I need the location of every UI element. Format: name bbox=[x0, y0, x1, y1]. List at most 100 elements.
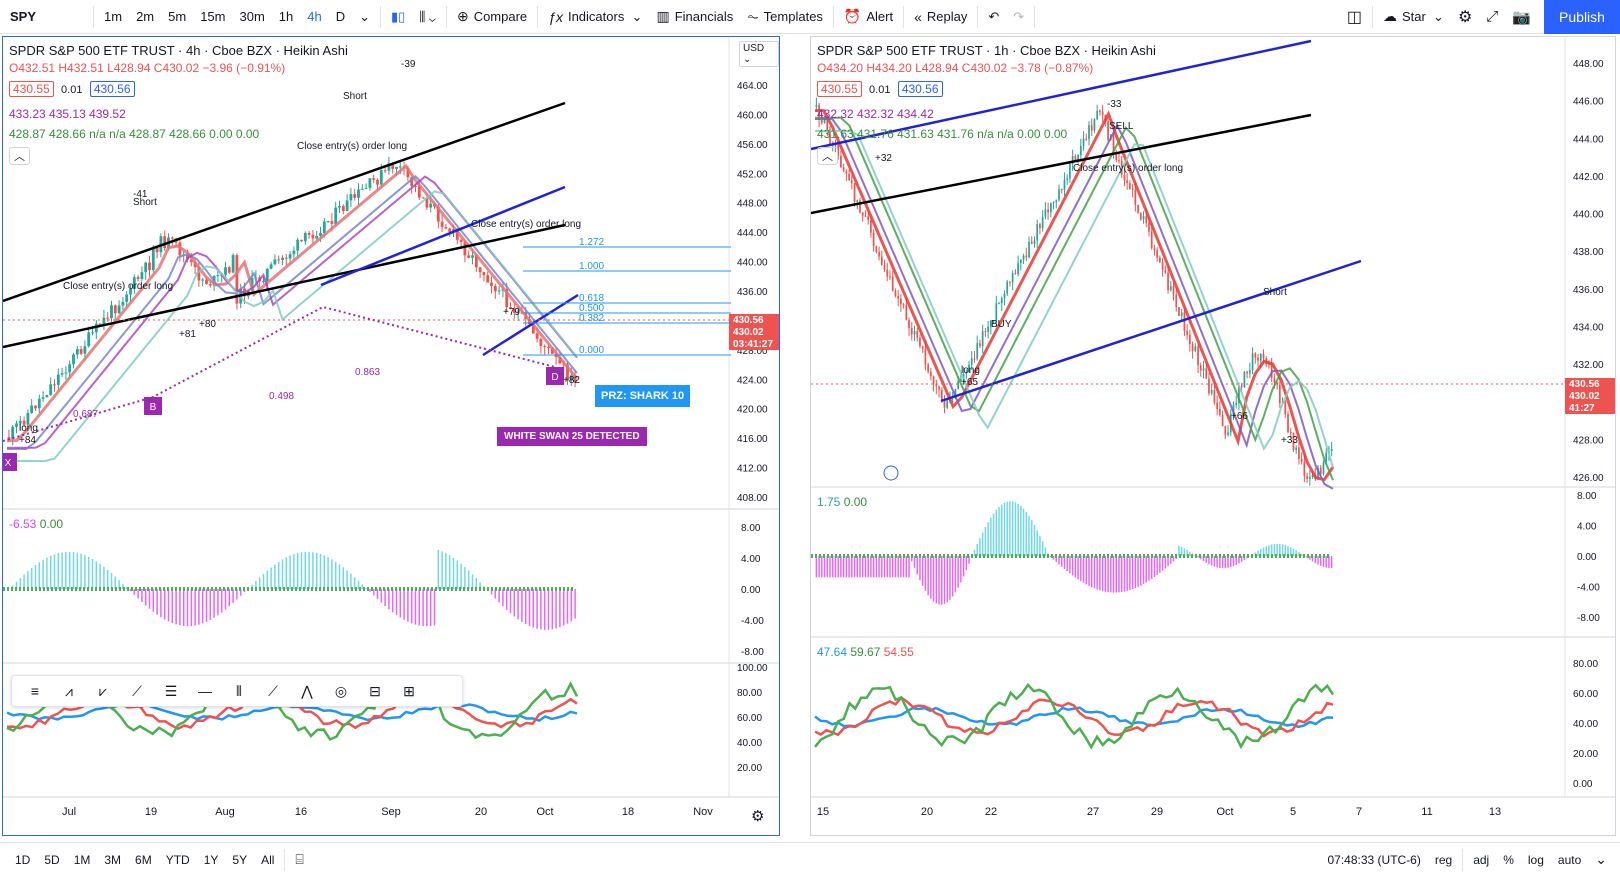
range-6m[interactable]: 6M bbox=[135, 852, 152, 867]
interval-1m[interactable]: 1m bbox=[104, 9, 123, 24]
chart-settings-gear-icon[interactable]: ⚙ bbox=[751, 808, 765, 825]
gann-tool-icon[interactable]: ⊞ bbox=[403, 682, 415, 699]
collapse-legend-chevron-up-icon[interactable]: ︿ bbox=[9, 147, 30, 165]
last-price-tag bbox=[1565, 390, 1615, 402]
camera-icon[interactable]: 📷 bbox=[1512, 8, 1531, 26]
compare-button[interactable]: ⊕ Compare bbox=[450, 0, 534, 34]
candle-body bbox=[425, 198, 429, 208]
candle-body bbox=[864, 215, 867, 217]
bars-pattern-tool-icon[interactable]: ⦀ bbox=[235, 682, 243, 699]
lines-tool-icon[interactable]: ≡ bbox=[30, 683, 40, 699]
bar-style-icon[interactable]: ▮▯ bbox=[391, 8, 406, 24]
left-chart-title[interactable]: SPDR S&P 500 ETF TRUST · 4h · Cboe BZX ·… bbox=[9, 43, 348, 58]
candle-body bbox=[872, 232, 875, 247]
timezone-clock[interactable]: 07:48:33 (UTC-6) bbox=[1327, 852, 1421, 867]
range-5y[interactable]: 5Y bbox=[232, 852, 248, 867]
candle-body bbox=[201, 279, 205, 281]
date-range-calendar-icon[interactable]: ⌸ bbox=[295, 851, 304, 867]
bottom-right-controls: 07:48:33 (UTC-6) reg adj % log auto ⌄ bbox=[1320, 843, 1620, 877]
candle-body bbox=[512, 308, 516, 313]
scroll-to-latest-icon[interactable]: ⌄ bbox=[1595, 851, 1607, 867]
range-1y[interactable]: 1Y bbox=[203, 852, 219, 867]
candle-body bbox=[18, 420, 22, 424]
interval-5m[interactable]: 5m bbox=[168, 9, 187, 24]
log-toggle[interactable]: log bbox=[1527, 852, 1544, 867]
buy-price-badge[interactable]: 430.56 bbox=[897, 81, 943, 97]
templates-button[interactable]: ⏦ Templates bbox=[740, 0, 830, 34]
range-1d[interactable]: 1D bbox=[15, 852, 31, 867]
candle-body bbox=[368, 178, 372, 188]
candle-body bbox=[1251, 353, 1254, 370]
replay-button[interactable]: « Replay bbox=[907, 0, 974, 34]
interval-30m[interactable]: 30m bbox=[239, 9, 265, 24]
range-5d[interactable]: 5D bbox=[44, 852, 60, 867]
redo-icon[interactable]: ↷ bbox=[1013, 8, 1025, 24]
interval-1h[interactable]: 1h bbox=[278, 9, 294, 24]
candle-body bbox=[979, 343, 981, 347]
time-axis-tick: 5 bbox=[1290, 806, 1296, 818]
candle-body bbox=[815, 105, 818, 107]
candle-body bbox=[1197, 346, 1199, 366]
pattern-tool-icon[interactable]: ⋀ bbox=[301, 682, 313, 699]
candle-body bbox=[455, 229, 459, 240]
undo-icon[interactable]: ↶ bbox=[988, 8, 1000, 24]
candle-body bbox=[998, 303, 1000, 305]
candle-body bbox=[1055, 199, 1058, 202]
right-chart-title[interactable]: SPDR S&P 500 ETF TRUST · 1h · Cboe BZX ·… bbox=[817, 43, 1156, 58]
alert-button[interactable]: ⏰ Alert bbox=[837, 0, 900, 34]
candle-body bbox=[357, 189, 360, 198]
buy-price-badge[interactable]: 430.56 bbox=[89, 81, 135, 97]
indicators-button[interactable]: ƒx Indicators ⌄ bbox=[548, 8, 643, 25]
fib-tool-icon[interactable]: ☰ bbox=[164, 682, 178, 699]
candle-body bbox=[1191, 344, 1194, 351]
fib-level-label: 1.000 bbox=[579, 261, 604, 272]
candle-body bbox=[467, 255, 471, 258]
collapse-legend-chevron-up-icon[interactable]: ︿ bbox=[817, 147, 838, 165]
projection-tool-icon[interactable]: ⊟ bbox=[369, 682, 381, 699]
horizontal-line-tool-icon[interactable]: ― bbox=[198, 683, 212, 699]
financials-button[interactable]: ▥ Financials bbox=[649, 0, 740, 34]
ray-tool-icon[interactable]: ⟋ bbox=[268, 682, 278, 699]
interval-d[interactable]: D bbox=[335, 9, 346, 24]
left-chart-canvas[interactable]: 464.00 460.00 456.00 452.00 448.00 444.00 440.… bbox=[3, 37, 780, 836]
interval-4h[interactable]: 4h bbox=[307, 9, 322, 24]
candle-body bbox=[1129, 182, 1131, 189]
candle-body bbox=[867, 216, 870, 221]
right-chart-panel[interactable]: 448.00 446.00 444.00 442.00 440.00 438.00 436.… bbox=[810, 36, 1616, 836]
range-1m[interactable]: 1M bbox=[73, 852, 91, 867]
sell-price-badge[interactable]: 430.55 bbox=[817, 81, 862, 97]
interval-2m[interactable]: 2m bbox=[136, 9, 155, 24]
right-chart-canvas[interactable]: 448.00 446.00 444.00 442.00 440.00 438.00 436.… bbox=[811, 37, 1616, 836]
auto-toggle[interactable]: auto bbox=[1557, 852, 1582, 867]
session-reg-toggle[interactable]: reg bbox=[1434, 852, 1453, 867]
candle-body bbox=[1186, 330, 1189, 335]
interval-15m[interactable]: 15m bbox=[200, 9, 226, 24]
fib-spiral-tool-icon[interactable]: ◎ bbox=[334, 682, 348, 699]
candle-body bbox=[493, 286, 497, 292]
percent-toggle[interactable]: % bbox=[1503, 852, 1514, 867]
prz-shark-label: PRZ: SHARK 10 bbox=[595, 385, 691, 407]
publish-button[interactable]: Publish bbox=[1544, 0, 1620, 34]
candle-style-icon[interactable]: ⫼ ⌄ bbox=[419, 8, 436, 24]
fullscreen-icon[interactable]: ⤢ bbox=[1486, 8, 1499, 25]
adj-toggle[interactable]: adj bbox=[1473, 852, 1490, 867]
candle-body bbox=[845, 171, 848, 174]
left-chart-panel[interactable]: 464.00 460.00 456.00 452.00 448.00 444.00 440.… bbox=[2, 36, 780, 836]
currency-selector[interactable]: USD ⌄ bbox=[739, 41, 779, 67]
candle-body bbox=[227, 267, 231, 273]
range-ytd[interactable]: YTD bbox=[165, 852, 190, 867]
price-axis-tick: 436.00 bbox=[1573, 285, 1604, 296]
range-all[interactable]: All bbox=[261, 852, 275, 867]
rsi-axis-tick: 20.00 bbox=[1573, 749, 1598, 760]
settings-gear-icon[interactable]: ⚙ bbox=[1457, 8, 1473, 26]
layout-icon[interactable]: ◫ bbox=[1346, 8, 1362, 26]
wave-1-5-tool-icon[interactable]: ⩘ bbox=[65, 682, 73, 699]
interval-dropdown-icon[interactable]: ⌄ bbox=[359, 8, 371, 24]
star-cloud-button[interactable]: ☁ Star ⌄ bbox=[1382, 8, 1444, 24]
candle-body bbox=[1085, 138, 1088, 140]
symbol-search[interactable]: SPY bbox=[10, 9, 37, 24]
trendline-tool-icon[interactable]: ⟋ bbox=[132, 682, 142, 699]
sell-price-badge[interactable]: 430.55 bbox=[9, 81, 54, 97]
wave-abc-tool-icon[interactable]: ⩗ bbox=[99, 682, 107, 699]
range-3m[interactable]: 3M bbox=[104, 852, 122, 867]
